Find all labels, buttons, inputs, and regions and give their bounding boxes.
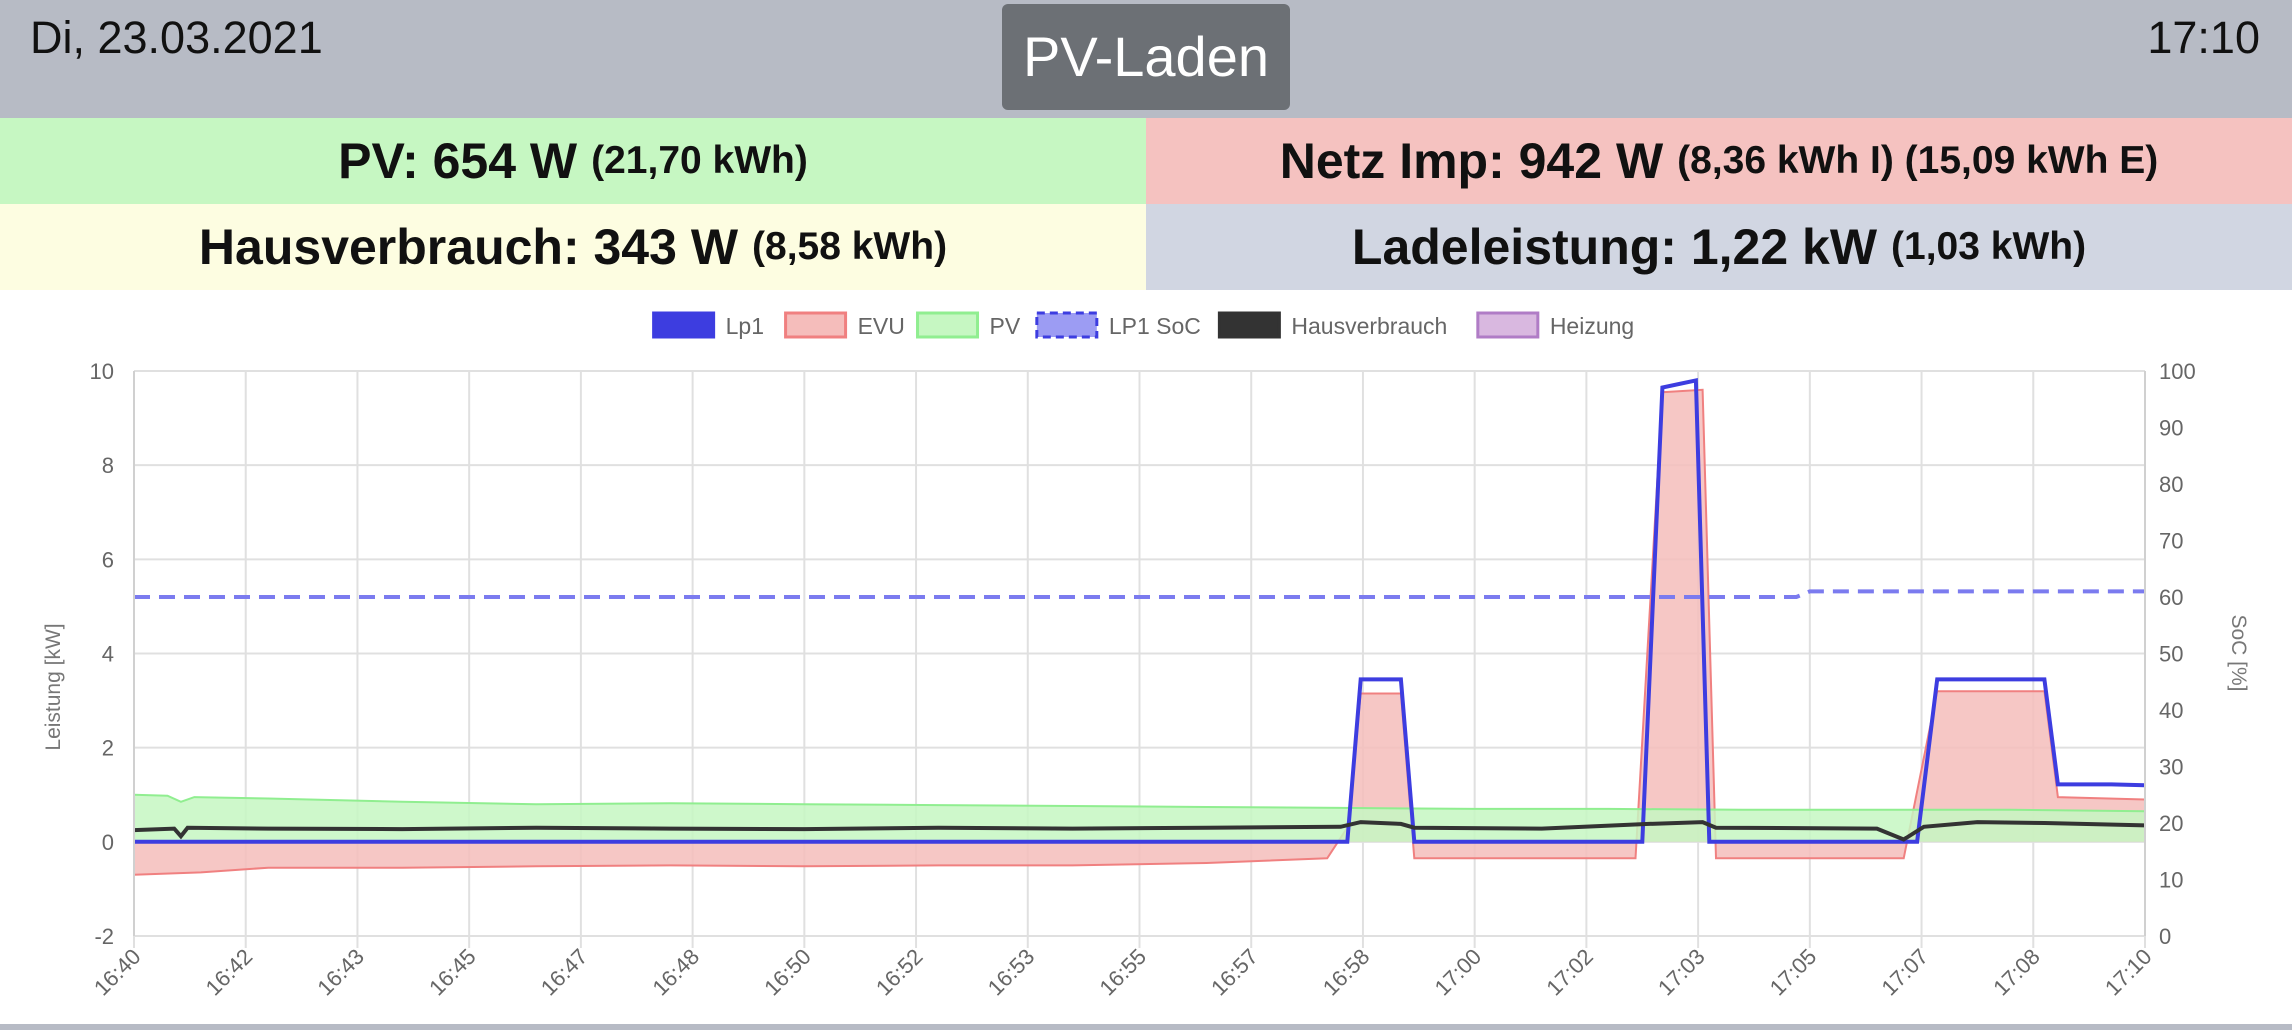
y2-tick-label: 50 <box>2159 642 2183 667</box>
series-lp1-line <box>134 377 2146 844</box>
chart-lines <box>133 377 2146 844</box>
legend-label: Heizung <box>1550 313 1634 339</box>
legend-swatch <box>1476 311 1540 339</box>
y2-tick-label: 90 <box>2159 416 2183 441</box>
x-tick-label: 16:42 <box>201 944 258 1001</box>
y2-tick-label: 10 <box>2159 868 2183 893</box>
pv-energy: (21,70 kWh) <box>591 139 808 182</box>
legend-label: Hausverbrauch <box>1291 313 1447 339</box>
y2-axis-label: SoC [%] <box>2227 614 2250 691</box>
x-tick-label: 17:08 <box>1988 944 2045 1001</box>
house-power: Hausverbrauch: 343 W <box>198 219 739 275</box>
y2-tick-label: 30 <box>2159 755 2183 780</box>
legend-swatch <box>784 311 848 339</box>
x-tick-label: 16:58 <box>1318 944 1375 1001</box>
legend-swatch <box>652 311 716 339</box>
x-tick-label: 17:00 <box>1430 944 1487 1001</box>
chart-legend[interactable]: Lp1 EVU PV LP1 SoC Hausverbrauch Heizung <box>652 311 1635 339</box>
series-pv-line <box>133 793 2146 813</box>
x-tick-label: 17:07 <box>1876 944 1933 1001</box>
y2-tick-label: 40 <box>2159 698 2183 723</box>
time-display: 17:10 <box>2147 12 2260 63</box>
y2-tick-label: 70 <box>2159 529 2183 554</box>
legend-item-pv[interactable]: PV <box>916 311 1021 339</box>
bottom-strip <box>0 1024 2292 1030</box>
grid-energy: (8,36 kWh I) (15,09 kWh E) <box>1677 139 2159 182</box>
y2-tick-label: 20 <box>2159 811 2183 836</box>
x-tick-label: 16:52 <box>871 944 928 1001</box>
x-tick-label: 16:43 <box>312 944 369 1001</box>
y-axis-label: Leistung [kW] <box>42 623 65 750</box>
top-bar: Di, 23.03.2021 PV-Laden 17:10 <box>0 0 2292 118</box>
grid-summary: Netz Imp: 942 W (8,36 kWh I) (15,09 kWh … <box>1146 118 2292 204</box>
x-tick-label: 16:53 <box>983 944 1040 1001</box>
legend-item-heizung[interactable]: Heizung <box>1476 311 1634 339</box>
y-tick-label: 4 <box>102 642 114 667</box>
charging-energy: (1,03 kWh) <box>1891 225 2087 268</box>
x-tick-label: 16:48 <box>648 944 705 1001</box>
date-display: Di, 23.03.2021 <box>30 12 323 63</box>
legend-label: PV <box>990 313 1021 339</box>
house-consumption-summary: Hausverbrauch: 343 W (8,58 kWh) <box>0 204 1146 290</box>
legend-swatch <box>1035 311 1099 339</box>
y-tick-label: 10 <box>90 359 114 384</box>
x-tick-label: 16:57 <box>1206 944 1263 1001</box>
y-tick-label: 0 <box>102 830 114 855</box>
y2-tick-label: 0 <box>2159 924 2171 949</box>
legend-label: Lp1 <box>726 313 764 339</box>
x-tick-label: 17:05 <box>1765 944 1822 1001</box>
x-tick-label: 17:10 <box>2100 944 2157 1001</box>
y-tick-label: 2 <box>102 736 114 761</box>
y2-tick-label: 80 <box>2159 472 2183 497</box>
legend-label: LP1 SoC <box>1109 313 1201 339</box>
x-tick-label: 17:03 <box>1653 944 1710 1001</box>
grid-import-power: Netz Imp: 942 W <box>1279 133 1664 189</box>
pv-power: PV: 654 W <box>338 133 578 189</box>
legend-item-lp1[interactable]: Lp1 <box>652 311 764 339</box>
power-chart: Lp1 EVU PV LP1 SoC Hausverbrauch Heizung -2 0 2… <box>42 311 2250 1000</box>
legend-item-evu[interactable]: EVU <box>784 311 905 339</box>
charge-mode-button[interactable]: PV-Laden <box>1002 4 1290 110</box>
x-tick-label: 17:02 <box>1541 944 1598 1001</box>
legend-item-lp1-soc[interactable]: LP1 SoC <box>1035 311 1201 339</box>
legend-swatch <box>916 311 980 339</box>
x-tick-label: 16:40 <box>89 944 146 1001</box>
legend-swatch <box>1217 311 1281 339</box>
y-tick-label: -2 <box>94 924 114 949</box>
pv-summary: PV: 654 W (21,70 kWh) <box>0 118 1146 204</box>
legend-item-hausverbrauch[interactable]: Hausverbrauch <box>1217 311 1447 339</box>
y-tick-label: 8 <box>102 453 114 478</box>
house-energy: (8,58 kWh) <box>752 225 948 268</box>
y-tick-label: 6 <box>102 547 114 572</box>
x-tick-label: 16:50 <box>759 944 816 1001</box>
x-tick-label: 16:47 <box>536 944 593 1001</box>
legend-label: EVU <box>858 313 905 339</box>
charging-power: Ladeleistung: 1,22 kW <box>1351 219 1878 275</box>
charging-summary: Ladeleistung: 1,22 kW (1,03 kWh) <box>1146 204 2292 290</box>
y2-tick-label: 60 <box>2159 585 2183 610</box>
series-hausverbrauch-line <box>133 820 2146 842</box>
x-tick-label: 16:55 <box>1094 944 1151 1001</box>
series-lp1-soc-line <box>134 589 2145 599</box>
x-tick-label: 16:45 <box>424 944 481 1001</box>
y2-tick-label: 100 <box>2159 359 2196 384</box>
